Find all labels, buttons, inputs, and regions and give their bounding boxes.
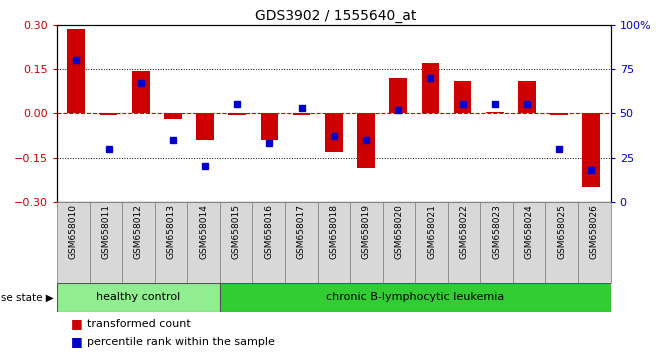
Text: ■: ■ bbox=[70, 318, 83, 330]
Bar bbox=[68, 29, 85, 113]
Bar bbox=[132, 70, 150, 113]
Text: GSM658019: GSM658019 bbox=[362, 204, 371, 259]
Bar bbox=[260, 113, 278, 140]
Bar bbox=[57, 283, 220, 312]
Bar bbox=[252, 202, 285, 283]
Text: disease state ▶: disease state ▶ bbox=[0, 292, 54, 302]
Text: GSM658011: GSM658011 bbox=[101, 204, 111, 259]
Text: percentile rank within the sample: percentile rank within the sample bbox=[87, 337, 275, 347]
Text: GSM658017: GSM658017 bbox=[297, 204, 306, 259]
Bar bbox=[220, 283, 611, 312]
Bar bbox=[187, 202, 220, 283]
Bar bbox=[421, 63, 440, 113]
Bar bbox=[90, 202, 122, 283]
Text: GSM658014: GSM658014 bbox=[199, 204, 208, 259]
Bar bbox=[317, 202, 350, 283]
Bar bbox=[57, 202, 90, 283]
Bar bbox=[578, 202, 611, 283]
Text: GSM658018: GSM658018 bbox=[329, 204, 338, 259]
Text: GSM658024: GSM658024 bbox=[525, 204, 533, 259]
Bar bbox=[155, 202, 187, 283]
Bar bbox=[448, 202, 480, 283]
Bar bbox=[480, 202, 513, 283]
Text: GSM658016: GSM658016 bbox=[264, 204, 273, 259]
Bar bbox=[228, 113, 246, 115]
Text: GSM658026: GSM658026 bbox=[590, 204, 599, 259]
Bar bbox=[415, 202, 448, 283]
Text: GSM658020: GSM658020 bbox=[395, 204, 403, 259]
Text: GSM658023: GSM658023 bbox=[492, 204, 501, 259]
Bar bbox=[285, 202, 317, 283]
Bar bbox=[546, 202, 578, 283]
Bar bbox=[350, 202, 382, 283]
Bar bbox=[382, 202, 415, 283]
Bar bbox=[550, 113, 568, 115]
Bar bbox=[513, 202, 546, 283]
Bar bbox=[325, 113, 343, 152]
Text: GSM658015: GSM658015 bbox=[231, 204, 241, 259]
Text: GSM658013: GSM658013 bbox=[166, 204, 176, 259]
Bar bbox=[486, 112, 504, 113]
Text: healthy control: healthy control bbox=[97, 292, 180, 302]
Text: GSM658010: GSM658010 bbox=[69, 204, 78, 259]
Text: chronic B-lymphocytic leukemia: chronic B-lymphocytic leukemia bbox=[326, 292, 505, 302]
Text: GDS3902 / 1555640_at: GDS3902 / 1555640_at bbox=[255, 9, 416, 23]
Bar bbox=[293, 113, 311, 115]
Bar bbox=[122, 202, 155, 283]
Text: GSM658021: GSM658021 bbox=[427, 204, 436, 259]
Bar bbox=[454, 81, 472, 113]
Text: GSM658022: GSM658022 bbox=[460, 204, 468, 259]
Text: GSM658025: GSM658025 bbox=[557, 204, 566, 259]
Text: GSM658012: GSM658012 bbox=[134, 204, 143, 259]
Bar bbox=[582, 113, 600, 187]
Bar bbox=[100, 113, 117, 115]
Bar bbox=[389, 78, 407, 113]
Bar bbox=[196, 113, 214, 140]
Bar bbox=[357, 113, 375, 168]
Bar bbox=[164, 113, 182, 119]
Bar bbox=[220, 202, 252, 283]
Text: transformed count: transformed count bbox=[87, 319, 191, 329]
Bar bbox=[518, 81, 535, 113]
Text: ■: ■ bbox=[70, 335, 83, 348]
